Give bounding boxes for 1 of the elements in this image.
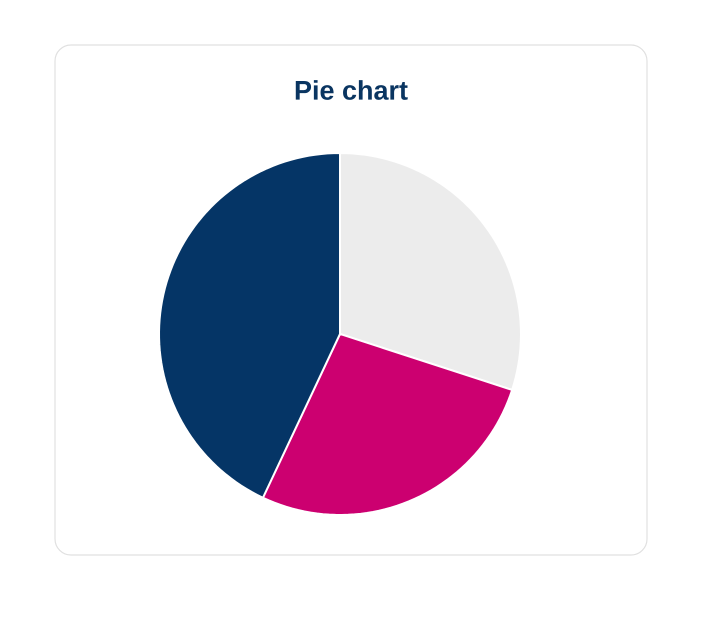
chart-title: Pie chart [296,80,408,100]
